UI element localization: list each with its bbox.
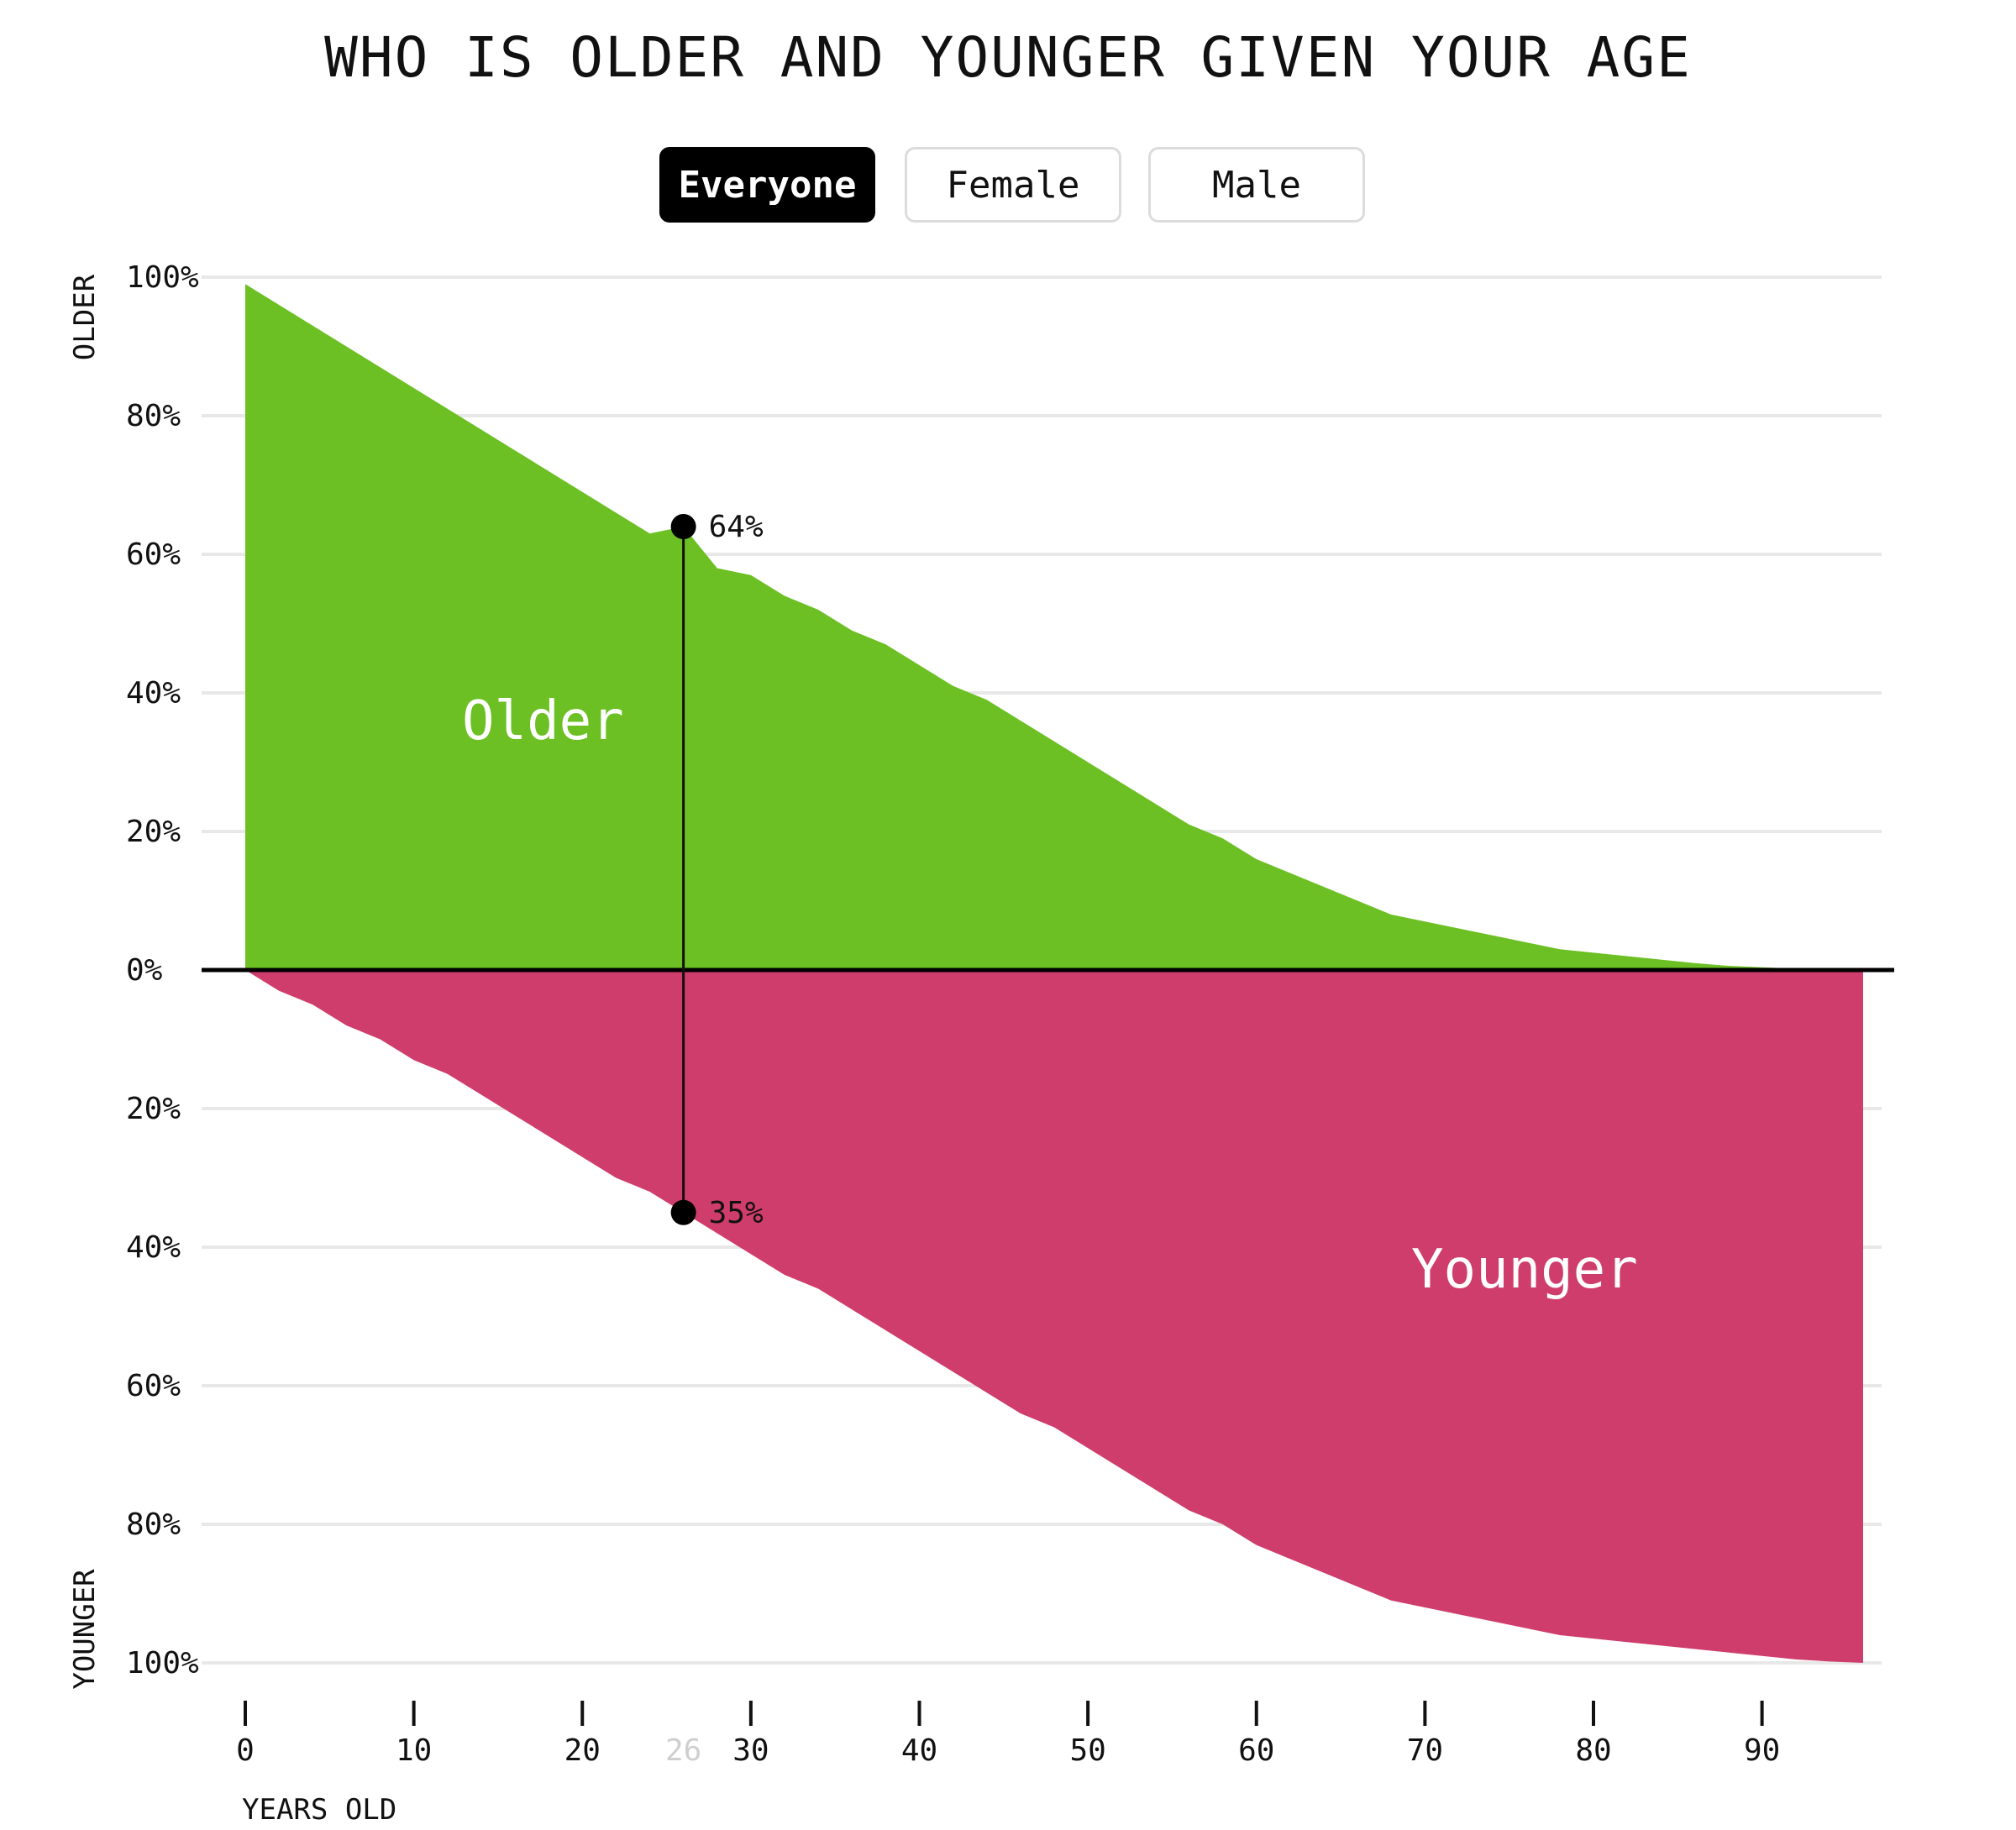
younger-area [245, 970, 1863, 1663]
x-tick-label: 0 [236, 1733, 255, 1768]
y-tick-label: 80% [126, 399, 181, 433]
chart-title: WHO IS OLDER AND YOUNGER GIVEN YOUR AGE [324, 25, 1692, 90]
y-axis-title-younger: YOUNGER [68, 1569, 102, 1690]
filter-female-button[interactable]: Female [905, 147, 1121, 223]
x-tick-label: 10 [396, 1733, 432, 1768]
axes [202, 967, 1894, 1726]
x-axis-title: YEARS OLD [242, 1793, 396, 1827]
y-tick-label: 100% [126, 260, 199, 295]
x-tick-label: 60 [1238, 1733, 1274, 1768]
filter-everyone-button[interactable]: Everyone [659, 147, 875, 223]
older-area-label: Older [462, 690, 624, 752]
areas [245, 284, 1863, 1663]
filter-male-button[interactable]: Male [1148, 147, 1365, 223]
y-tick-label: 0% [126, 953, 163, 988]
older-area [245, 284, 1863, 970]
age-highlight: 64% 35% [670, 510, 764, 1230]
younger-area-label: Younger [1411, 1239, 1638, 1301]
x-tick-label: 70 [1407, 1733, 1443, 1768]
x-tick-label: 20 [564, 1733, 601, 1768]
x-tick-label: 90 [1744, 1733, 1780, 1768]
y-tick-label: 20% [126, 1092, 181, 1126]
y-tick-label: 20% [126, 815, 181, 849]
younger-value-label: 35% [709, 1196, 764, 1230]
labels: 100% 80% 60% 40% 20% 0% 20% 40% 60% 80% 100% 0 10 20 3… [68, 260, 1780, 1827]
x-tick-label: 30 [732, 1733, 769, 1768]
younger-point [670, 1199, 696, 1225]
x-tick-label: 40 [901, 1733, 937, 1768]
y-tick-label: 60% [126, 537, 181, 572]
y-tick-label: 60% [126, 1369, 181, 1403]
y-tick-label: 80% [126, 1508, 181, 1542]
highlight-age-label: 26 [665, 1733, 701, 1768]
y-tick-label: 40% [126, 676, 181, 711]
older-value-label: 64% [709, 510, 764, 544]
x-tick-label: 50 [1069, 1733, 1105, 1768]
y-tick-label: 100% [126, 1646, 199, 1681]
x-tick-label: 80 [1575, 1733, 1611, 1768]
y-axis-title-older: OLDER [68, 274, 102, 360]
older-point [670, 514, 696, 539]
y-tick-label: 40% [126, 1230, 181, 1265]
